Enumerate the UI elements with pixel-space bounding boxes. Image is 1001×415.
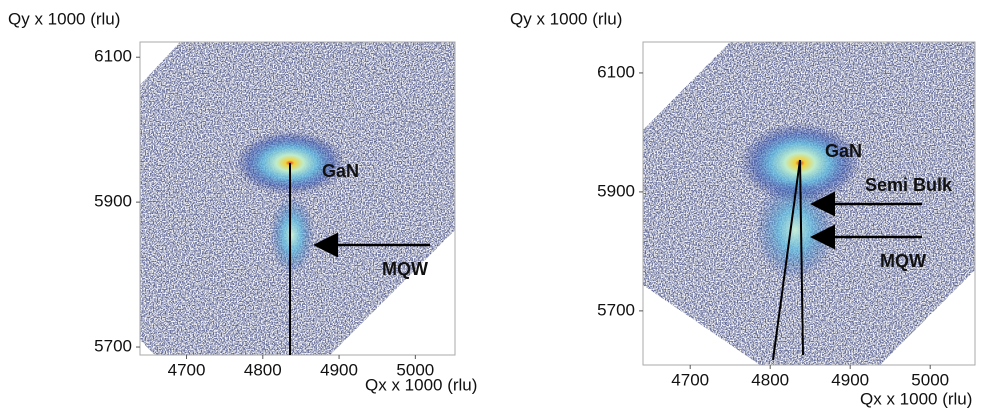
plot-frame bbox=[139, 41, 456, 356]
y-tick-label: 6100 bbox=[94, 47, 132, 66]
annotation: GaN bbox=[322, 161, 359, 181]
x-tick-label: 4900 bbox=[831, 370, 869, 389]
y-tick-label: 5900 bbox=[597, 181, 635, 200]
y-tick-label: 5700 bbox=[597, 300, 635, 319]
annotation: GaN bbox=[825, 141, 862, 161]
y-tick-label: 5900 bbox=[94, 192, 132, 211]
x-tick-label: 5000 bbox=[396, 360, 434, 379]
annotation: Semi Bulk bbox=[865, 175, 953, 195]
x-tick-label: 4700 bbox=[671, 370, 709, 389]
x-axis-label: Qx x 1000 (rlu) bbox=[365, 375, 477, 394]
y-tick-label: 6100 bbox=[597, 62, 635, 81]
plot-frame bbox=[642, 41, 976, 366]
y-axis-label: Qy x 1000 (rlu) bbox=[510, 9, 622, 28]
x-axis-label: Qx x 1000 (rlu) bbox=[860, 389, 972, 408]
map-area bbox=[643, 42, 975, 365]
annotation: MQW bbox=[880, 251, 926, 271]
y-tick-label: 5700 bbox=[94, 337, 132, 356]
x-tick-label: 4700 bbox=[168, 360, 206, 379]
panel: 5700 5900 6100 4700 4800 4900 5000 Qy x 1000 (r… bbox=[8, 9, 477, 394]
x-tick-label: 4900 bbox=[320, 360, 358, 379]
x-tick-label: 5000 bbox=[911, 370, 949, 389]
guide-line bbox=[772, 159, 801, 361]
y-axis-label: Qy x 1000 (rlu) bbox=[8, 9, 120, 28]
x-tick-label: 4800 bbox=[244, 360, 282, 379]
guide-line bbox=[799, 159, 804, 356]
x-tick-label: 4800 bbox=[751, 370, 789, 389]
annotation: MQW bbox=[382, 259, 428, 279]
intensity-peak bbox=[270, 195, 314, 275]
map-area bbox=[140, 42, 455, 355]
panel: 5700 5900 6100 4700 4800 4900 5000 Qy x 1000 (r… bbox=[510, 9, 976, 408]
